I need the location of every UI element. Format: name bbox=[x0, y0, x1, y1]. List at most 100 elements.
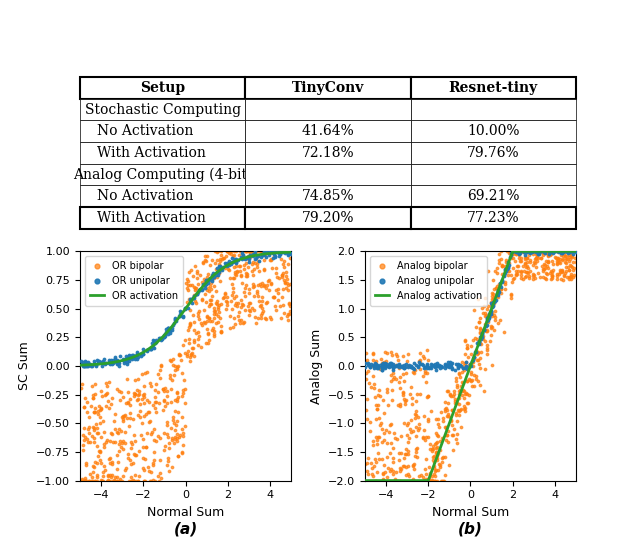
Analog bipolar bbox=[497, 262, 507, 271]
OR unipolar bbox=[83, 358, 93, 367]
OR unipolar bbox=[283, 247, 293, 256]
OR bipolar bbox=[252, 287, 262, 295]
Analog bipolar bbox=[486, 323, 496, 332]
Analog bipolar bbox=[386, 438, 396, 447]
Analog bipolar bbox=[443, 427, 453, 436]
Analog bipolar bbox=[397, 389, 408, 398]
Analog unipolar bbox=[378, 361, 388, 369]
OR unipolar bbox=[200, 280, 210, 289]
OR bipolar bbox=[183, 346, 193, 355]
Analog bipolar bbox=[479, 302, 489, 310]
Analog bipolar bbox=[396, 373, 406, 381]
Analog unipolar bbox=[552, 247, 563, 255]
Analog bipolar bbox=[567, 252, 577, 260]
Analog bipolar bbox=[388, 369, 398, 377]
Analog unipolar bbox=[426, 360, 436, 368]
Analog bipolar bbox=[491, 284, 501, 293]
OR bipolar bbox=[143, 463, 154, 471]
Analog unipolar bbox=[372, 361, 383, 370]
OR bipolar bbox=[226, 250, 236, 259]
OR bipolar bbox=[253, 292, 263, 300]
Analog bipolar bbox=[474, 318, 484, 326]
OR bipolar bbox=[201, 298, 211, 307]
Analog unipolar bbox=[422, 361, 433, 370]
OR bipolar bbox=[197, 321, 207, 329]
Analog bipolar bbox=[466, 377, 476, 386]
OR unipolar bbox=[268, 253, 278, 262]
Analog bipolar bbox=[519, 267, 529, 275]
Analog bipolar bbox=[539, 265, 549, 274]
Analog bipolar bbox=[481, 343, 492, 352]
Analog bipolar bbox=[456, 422, 466, 431]
Analog bipolar bbox=[524, 272, 534, 281]
OR unipolar bbox=[89, 360, 99, 368]
Analog bipolar bbox=[559, 247, 569, 255]
Analog bipolar bbox=[458, 379, 468, 387]
OR unipolar bbox=[84, 360, 95, 369]
OR bipolar bbox=[81, 458, 91, 467]
OR bipolar bbox=[166, 357, 176, 366]
Analog bipolar bbox=[561, 255, 572, 264]
Analog bipolar bbox=[473, 294, 483, 303]
OR bipolar bbox=[190, 262, 200, 271]
Analog bipolar bbox=[539, 259, 549, 268]
OR bipolar bbox=[128, 476, 138, 484]
OR unipolar bbox=[81, 358, 91, 367]
Analog bipolar bbox=[387, 371, 397, 380]
Analog bipolar bbox=[556, 274, 566, 283]
OR unipolar bbox=[215, 264, 225, 273]
OR bipolar bbox=[241, 259, 252, 268]
OR bipolar bbox=[184, 281, 195, 289]
Analog unipolar bbox=[460, 357, 470, 366]
OR bipolar bbox=[236, 271, 246, 280]
Analog unipolar bbox=[429, 360, 440, 369]
Analog unipolar bbox=[365, 359, 376, 368]
Analog bipolar bbox=[467, 382, 477, 391]
Analog unipolar bbox=[372, 361, 383, 370]
OR bipolar bbox=[223, 247, 234, 255]
Analog bipolar bbox=[375, 421, 385, 430]
OR bipolar bbox=[178, 432, 188, 441]
Analog bipolar bbox=[481, 311, 492, 320]
OR unipolar bbox=[275, 250, 285, 259]
OR bipolar bbox=[226, 247, 236, 255]
Analog unipolar bbox=[503, 258, 513, 267]
OR bipolar bbox=[193, 307, 204, 315]
Analog unipolar bbox=[568, 249, 579, 258]
OR bipolar bbox=[96, 433, 106, 442]
OR unipolar bbox=[83, 360, 93, 368]
Analog unipolar bbox=[531, 247, 541, 255]
Analog unipolar bbox=[499, 266, 509, 274]
OR bipolar bbox=[246, 247, 257, 255]
Analog bipolar bbox=[438, 417, 449, 426]
OR unipolar bbox=[141, 346, 152, 355]
OR bipolar bbox=[142, 367, 152, 376]
Analog bipolar bbox=[508, 247, 518, 255]
Analog bipolar bbox=[467, 341, 477, 350]
Analog bipolar bbox=[425, 470, 435, 479]
Analog bipolar bbox=[561, 266, 572, 275]
Analog unipolar bbox=[399, 361, 410, 370]
OR unipolar bbox=[89, 359, 99, 367]
OR bipolar bbox=[202, 286, 212, 294]
OR unipolar bbox=[221, 260, 231, 268]
OR unipolar bbox=[186, 295, 196, 303]
OR bipolar bbox=[168, 413, 178, 421]
OR unipolar bbox=[275, 247, 285, 256]
Analog bipolar bbox=[417, 473, 428, 482]
OR unipolar bbox=[244, 252, 254, 260]
Analog bipolar bbox=[472, 376, 483, 385]
Analog bipolar bbox=[420, 435, 430, 444]
OR unipolar bbox=[227, 258, 237, 266]
OR bipolar bbox=[124, 456, 134, 464]
OR bipolar bbox=[118, 415, 129, 424]
Analog bipolar bbox=[372, 436, 382, 445]
OR bipolar bbox=[282, 247, 292, 255]
OR unipolar bbox=[250, 254, 260, 263]
OR bipolar bbox=[149, 436, 159, 444]
Analog bipolar bbox=[472, 349, 483, 358]
Analog bipolar bbox=[552, 272, 562, 281]
OR bipolar bbox=[202, 312, 212, 321]
Analog unipolar bbox=[394, 362, 404, 371]
Analog bipolar bbox=[395, 400, 405, 409]
